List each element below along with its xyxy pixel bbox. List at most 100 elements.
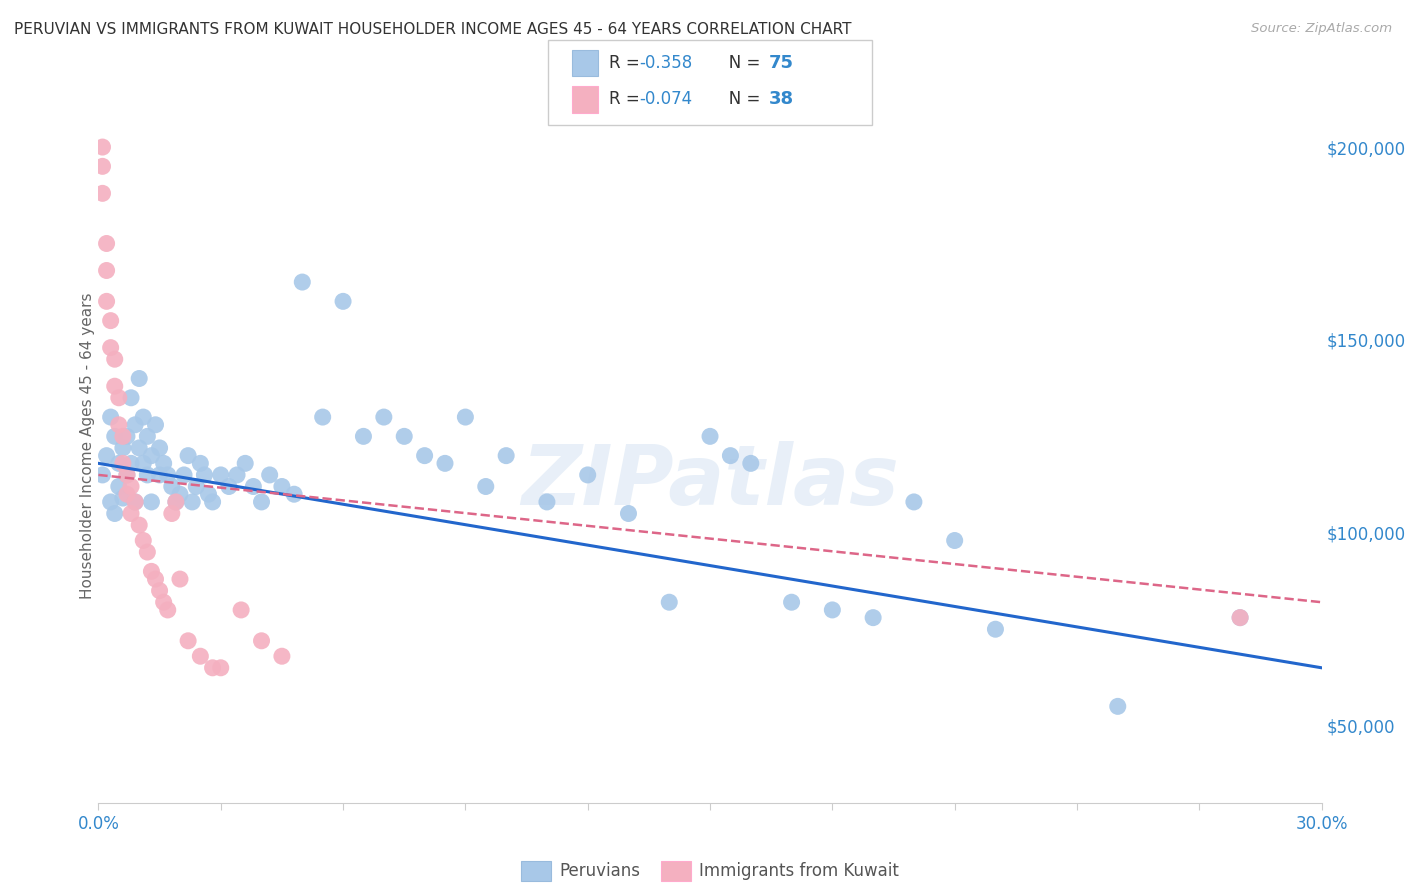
Point bbox=[576, 467, 599, 482]
Legend: Peruvians, Immigrants from Kuwait: Peruvians, Immigrants from Kuwait bbox=[515, 855, 905, 888]
Text: N =: N = bbox=[713, 90, 765, 109]
Text: N =: N = bbox=[713, 54, 765, 72]
Point bbox=[291, 275, 314, 289]
Point bbox=[903, 495, 925, 509]
Point bbox=[188, 456, 212, 470]
Point bbox=[181, 495, 204, 509]
Point bbox=[115, 429, 138, 443]
Point bbox=[197, 487, 219, 501]
Point bbox=[128, 371, 150, 385]
Point bbox=[201, 495, 224, 509]
Point bbox=[104, 507, 127, 521]
Point bbox=[169, 487, 191, 501]
Point bbox=[132, 410, 155, 425]
Point bbox=[165, 495, 187, 509]
Point bbox=[536, 495, 558, 509]
Point bbox=[242, 479, 264, 493]
Point bbox=[96, 449, 118, 463]
Text: R =: R = bbox=[609, 54, 645, 72]
Text: R =: R = bbox=[609, 90, 645, 109]
Point bbox=[193, 467, 215, 482]
Text: -0.074: -0.074 bbox=[640, 90, 693, 109]
Text: 38: 38 bbox=[769, 90, 794, 109]
Point bbox=[169, 572, 191, 586]
Point bbox=[434, 456, 457, 470]
Point bbox=[720, 449, 742, 463]
Point bbox=[108, 417, 131, 432]
Point bbox=[141, 495, 163, 509]
Point bbox=[111, 456, 134, 470]
Point bbox=[120, 391, 142, 405]
Point bbox=[156, 467, 179, 482]
Point bbox=[141, 449, 163, 463]
Point bbox=[270, 649, 294, 664]
Point bbox=[250, 495, 273, 509]
Point bbox=[100, 495, 122, 509]
Point bbox=[780, 595, 803, 609]
Point bbox=[699, 429, 721, 443]
Point bbox=[233, 456, 256, 470]
Point bbox=[152, 456, 174, 470]
Point bbox=[152, 595, 174, 609]
Point bbox=[740, 456, 762, 470]
Point bbox=[111, 441, 134, 455]
Point bbox=[132, 456, 155, 470]
Point bbox=[115, 467, 138, 482]
Point bbox=[115, 467, 138, 482]
Point bbox=[115, 487, 138, 501]
Point bbox=[145, 572, 167, 586]
Point bbox=[100, 341, 122, 355]
Point bbox=[111, 429, 134, 443]
Point bbox=[1229, 610, 1251, 624]
Point bbox=[136, 467, 159, 482]
Point bbox=[270, 479, 294, 493]
Point bbox=[165, 495, 187, 509]
Point bbox=[104, 379, 127, 393]
Point bbox=[173, 467, 195, 482]
Point bbox=[226, 467, 249, 482]
Text: ZIPatlas: ZIPatlas bbox=[522, 442, 898, 522]
Point bbox=[352, 429, 374, 443]
Point bbox=[495, 449, 517, 463]
Point bbox=[132, 533, 155, 548]
Point bbox=[413, 449, 436, 463]
Point bbox=[177, 449, 200, 463]
Point bbox=[120, 507, 142, 521]
Point bbox=[177, 633, 200, 648]
Point bbox=[96, 263, 118, 277]
Point bbox=[96, 294, 118, 309]
Point bbox=[332, 294, 354, 309]
Point bbox=[124, 495, 146, 509]
Point bbox=[454, 410, 477, 425]
Point bbox=[149, 441, 172, 455]
Point bbox=[201, 661, 224, 675]
Point bbox=[120, 479, 142, 493]
Point bbox=[149, 583, 172, 598]
Point bbox=[1229, 610, 1251, 624]
Point bbox=[111, 491, 134, 505]
Point bbox=[617, 507, 640, 521]
Point bbox=[108, 391, 131, 405]
Text: PERUVIAN VS IMMIGRANTS FROM KUWAIT HOUSEHOLDER INCOME AGES 45 - 64 YEARS CORRELA: PERUVIAN VS IMMIGRANTS FROM KUWAIT HOUSE… bbox=[14, 22, 852, 37]
Point bbox=[136, 545, 159, 559]
Point bbox=[1107, 699, 1129, 714]
Point bbox=[984, 622, 1007, 636]
Point bbox=[312, 410, 335, 425]
Point bbox=[283, 487, 305, 501]
Point bbox=[141, 565, 163, 579]
Point bbox=[862, 610, 884, 624]
Point bbox=[96, 236, 118, 251]
Point bbox=[149, 467, 172, 482]
Point bbox=[218, 479, 240, 493]
Point bbox=[124, 417, 146, 432]
Point bbox=[209, 467, 232, 482]
Point bbox=[108, 479, 131, 493]
Point bbox=[259, 467, 281, 482]
Point bbox=[658, 595, 681, 609]
Point bbox=[392, 429, 416, 443]
Point bbox=[91, 140, 114, 154]
Point bbox=[373, 410, 395, 425]
Text: 75: 75 bbox=[769, 54, 794, 72]
Point bbox=[474, 479, 498, 493]
Point bbox=[91, 159, 114, 173]
